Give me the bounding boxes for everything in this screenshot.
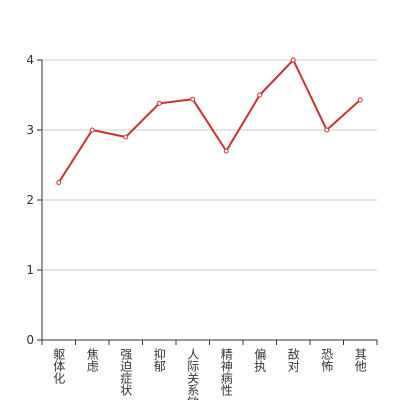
y-tick-label: 4 <box>26 53 34 67</box>
x-tick-label: 敌对 <box>286 347 300 372</box>
point <box>56 180 62 185</box>
x-tick-label: 躯体化 <box>52 347 66 385</box>
x-tick-label: 强迫症状 <box>119 348 133 396</box>
point <box>357 97 363 103</box>
point <box>190 96 196 102</box>
y-tick-label: 3 <box>26 123 34 137</box>
x-tick-label: 精神病性 <box>219 348 233 397</box>
line <box>57 58 361 184</box>
point <box>324 127 330 133</box>
point <box>123 134 129 140</box>
y-tick-label: 0 <box>26 333 34 347</box>
y-tick-label: 2 <box>26 193 34 207</box>
point <box>257 92 263 98</box>
x-tick-label: 其他 <box>353 348 367 372</box>
x-tick-label: 人际关系敏感 <box>186 348 200 400</box>
x-tick-label: 焦虑 <box>85 348 99 372</box>
x-tick-label: 恐怖 <box>320 348 334 372</box>
point <box>290 57 296 63</box>
point <box>89 127 95 133</box>
y-tick-label: 1 <box>26 263 34 277</box>
point <box>156 100 162 106</box>
x-tick-label: 抑郁 <box>152 347 166 373</box>
x-tick-label: 偏执 <box>253 347 267 373</box>
point <box>223 148 229 154</box>
